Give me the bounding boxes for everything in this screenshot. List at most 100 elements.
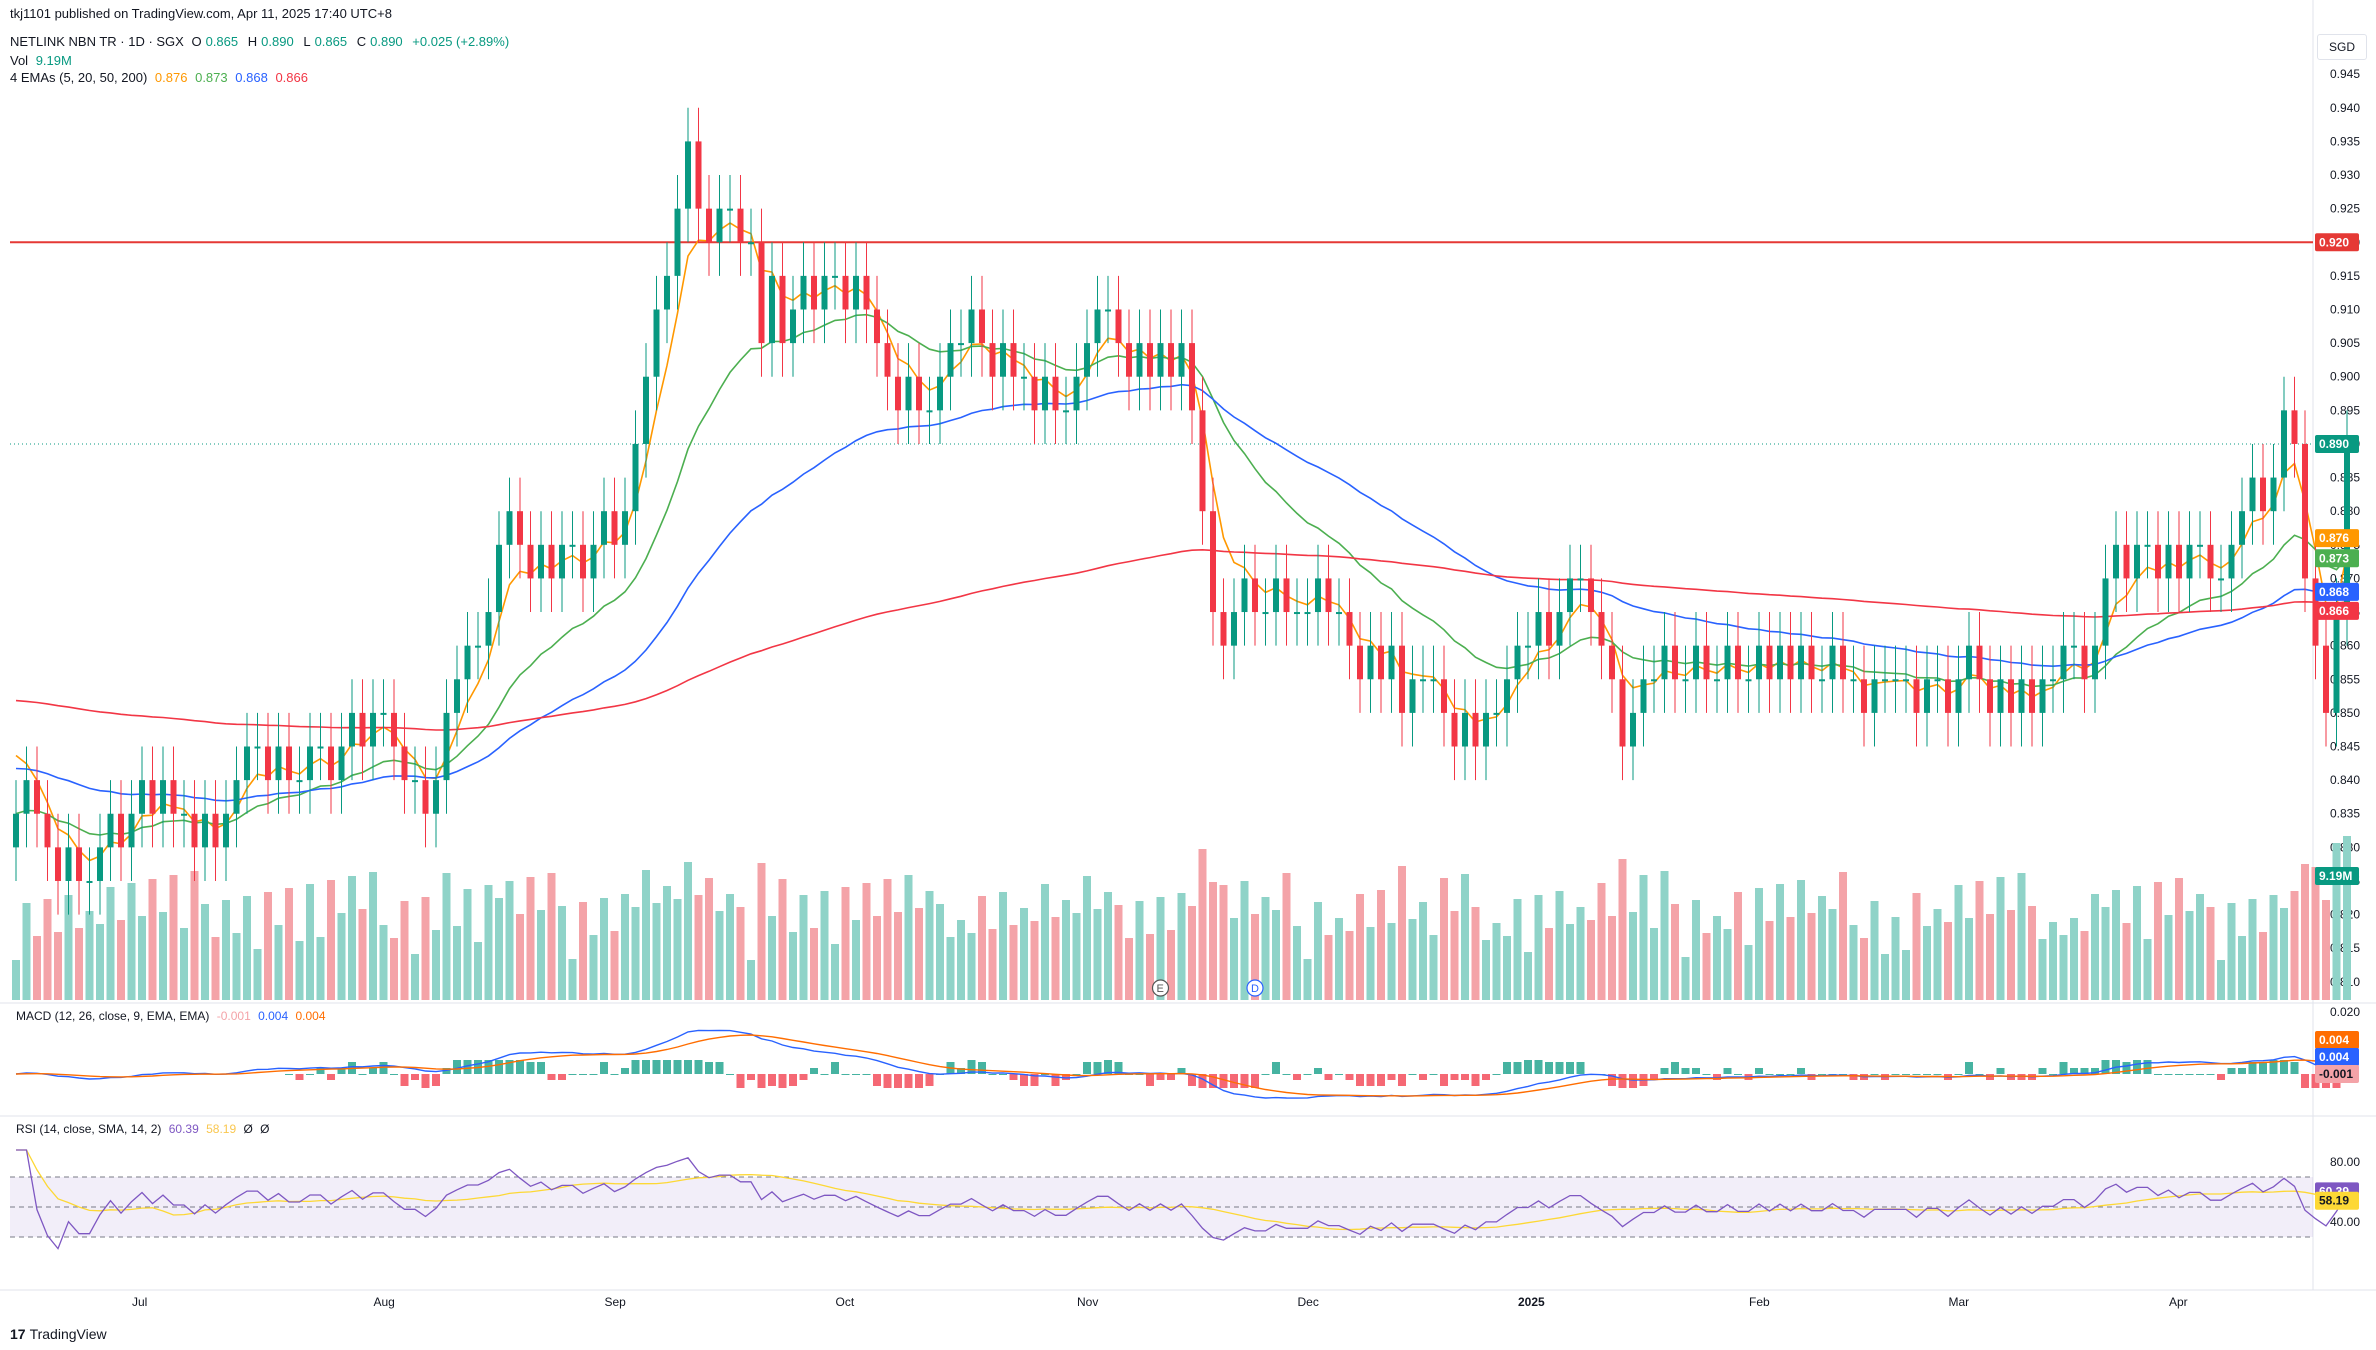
volume-label[interactable]: Vol (10, 53, 29, 68)
volume-bar (1576, 907, 1585, 1000)
volume-bar (222, 900, 230, 1000)
macd-tag (2315, 1031, 2359, 1049)
volume-bar (1870, 901, 1879, 1000)
volume-bar (2259, 932, 2267, 1000)
macd-hist-bar (1503, 1062, 1511, 1074)
rsi-axis-label: 80.00 (2330, 1155, 2360, 1169)
volume-bar (33, 936, 41, 1000)
macd-hist-bar (2248, 1062, 2257, 1074)
macd-hist-bar (2164, 1074, 2173, 1075)
macd-hist-bar (2175, 1074, 2183, 1075)
candle-body (76, 847, 82, 881)
ema-label[interactable]: 4 EMAs (5, 20, 50, 200) (10, 70, 148, 85)
ema50-line (15, 383, 2348, 802)
time-axis-label: Oct (836, 1295, 855, 1309)
macd-hist-bar (589, 1074, 598, 1075)
macd-tag (2315, 1048, 2359, 1066)
macd-hist-bar (411, 1074, 419, 1080)
macd-hist-bar (1335, 1074, 1343, 1075)
macd-label[interactable]: MACD (12, 26, close, 9, EMA, EMA) (16, 1009, 210, 1023)
candle-body (590, 544, 597, 579)
volume-bar (2028, 906, 2036, 1000)
candle-body (517, 511, 523, 545)
symbol-title[interactable]: NETLINK NBN TR · 1D · SGX (10, 34, 184, 49)
macd-hist-bar (379, 1062, 388, 1074)
volume-bar (1734, 892, 1742, 1000)
publisher-line: tkj1101 published on TradingView.com, Ap… (10, 6, 396, 21)
volume-bar (358, 909, 367, 1000)
candle-body (2155, 544, 2161, 579)
candle-body (2218, 578, 2224, 581)
candle-body (244, 746, 250, 781)
macd-hist-bar (432, 1074, 440, 1086)
tradingview-logo[interactable]: 17 TradingView (10, 1326, 107, 1342)
rsi-label[interactable]: RSI (14, close, SMA, 14, 2) (16, 1122, 162, 1136)
volume-bar (946, 937, 955, 1000)
candle-body (2029, 679, 2035, 713)
currency-selector[interactable]: SGD (2317, 34, 2367, 60)
candle-body (2302, 443, 2308, 579)
candle-body (13, 813, 19, 848)
macd-hist-bar (1293, 1074, 1301, 1080)
candle-body (338, 746, 345, 781)
price-tick-label: 0.945 (2330, 67, 2360, 81)
candle-body (1714, 679, 1720, 682)
volume-bar (1923, 926, 1931, 1000)
volume-bar (1503, 936, 1511, 1000)
volume-bar (526, 877, 535, 1000)
macd-hist-bar (1387, 1074, 1396, 1080)
volume-bar (1387, 923, 1396, 1000)
macd-hist-bar (369, 1068, 377, 1074)
volume-bar (1975, 881, 1984, 1000)
candle-body (359, 712, 366, 747)
volume-bar (715, 911, 724, 1000)
volume-bar (1167, 930, 1175, 1000)
price-tick-label: 0.940 (2330, 101, 2360, 115)
candle-body (2344, 443, 2350, 613)
candle-body (1588, 578, 1594, 613)
candle-body (391, 712, 397, 747)
macd-hist-bar (1377, 1074, 1385, 1086)
volume-bar (2227, 903, 2236, 1000)
macd-hist-bar (2017, 1074, 2026, 1080)
candle-body (622, 511, 628, 545)
macd-hist-bar (526, 1062, 535, 1074)
macd-hist-bar (547, 1074, 556, 1080)
volume-bar (1156, 897, 1165, 1000)
macd-hist-bar (841, 1074, 850, 1075)
volume-bar (1314, 902, 1322, 1000)
candle-body (1063, 410, 1069, 413)
candle-body (1336, 612, 1342, 615)
volume-bar (2133, 886, 2141, 1000)
macd-hist-bar (2059, 1062, 2068, 1074)
volume-bar (127, 883, 136, 1000)
candle-body (160, 780, 166, 814)
volume-bar (1062, 900, 1070, 1000)
candle-body (1661, 645, 1668, 680)
macd-hist-bar (736, 1074, 745, 1088)
volume-bar (1030, 921, 1039, 1000)
macd-hist-bar (1923, 1074, 1931, 1075)
macd-hist-bar (1818, 1074, 1826, 1075)
volume-bar (1587, 920, 1595, 1000)
macd-hist-bar (610, 1074, 619, 1075)
candle-body (1430, 679, 1437, 682)
macd-hist-bar (988, 1074, 997, 1075)
rsi-tag (2315, 1191, 2359, 1210)
volume-bar (1776, 884, 1784, 1000)
time-axis-label: Jul (132, 1295, 147, 1309)
macd-hist-bar (1408, 1074, 1417, 1075)
candle-body (2197, 544, 2203, 547)
macd-line-value: 0.004 (258, 1009, 289, 1023)
candle-body (842, 275, 849, 310)
candle-body (1010, 343, 1017, 377)
macd-hist-bar (715, 1062, 724, 1074)
macd-hist-bar (1650, 1074, 1658, 1080)
macd-hist-bar (631, 1060, 640, 1074)
macd-hist-bar (1324, 1074, 1333, 1080)
candle-body (181, 813, 187, 816)
macd-hist-bar (2122, 1062, 2131, 1074)
volume-bar (2017, 873, 2026, 1000)
candle-body (1399, 645, 1405, 713)
